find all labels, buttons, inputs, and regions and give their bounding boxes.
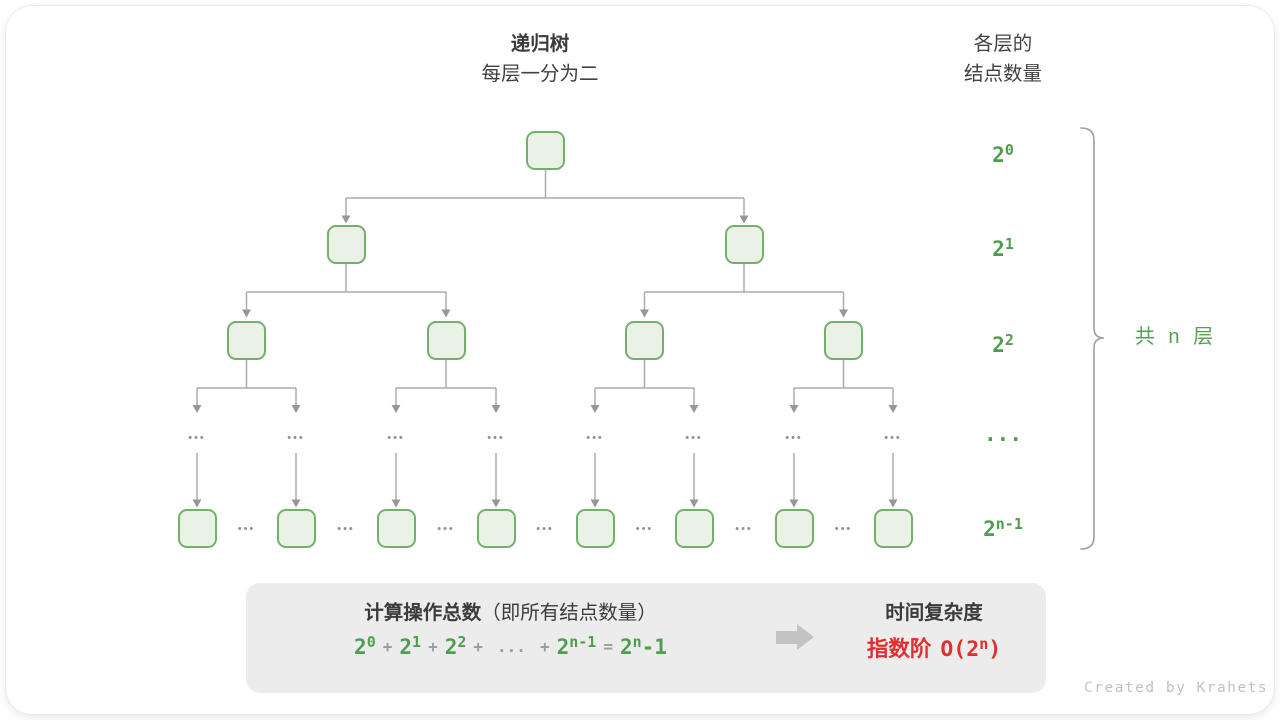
plus-operator: + [539, 637, 550, 657]
tree-node-l2-1 [426, 321, 466, 360]
level-count-label-0: 20 [992, 141, 1014, 168]
ellipsis-dots: ••• [884, 432, 902, 444]
operation-count-title-main: 计算操作总数 [364, 602, 482, 624]
operation-count-block: 计算操作总数（即所有结点数量） 20 +21 +22 +... +2n-1 = 2n-1 [258, 596, 763, 659]
ellipsis-dots: ••• [387, 432, 405, 444]
formula-result: 2n-1 [619, 633, 667, 660]
plus-operator: + [428, 637, 438, 657]
diagram-card: 递归树 每层一分为二 各层的 结点数量 ••• ••• ••• [6, 6, 1274, 714]
tree-node-l1-1 [724, 225, 764, 264]
summary-box: 计算操作总数（即所有结点数量） 20 +21 +22 +... +2n-1 = 2n-1 时… [246, 583, 1046, 693]
levels-brace [1080, 127, 1105, 550]
level-count-label-4: 2n-1 [983, 515, 1023, 542]
total-levels-label: 共 n 层 [1134, 326, 1218, 348]
time-complexity-title: 时间复杂度 [885, 602, 983, 624]
tree-node-l4-1 [276, 509, 316, 548]
ellipsis-dots: ••• [437, 523, 455, 535]
operation-count-title-note: （即所有结点数量） [481, 602, 657, 624]
tree-node-l4-5 [674, 509, 714, 548]
level-count-label-1: 21 [992, 235, 1014, 262]
formula-term-0: 20 [354, 633, 376, 660]
plus-operator: + [473, 637, 484, 657]
levels-header: 各层的 结点数量 [923, 29, 1083, 89]
operation-count-title: 计算操作总数（即所有结点数量） [258, 596, 763, 625]
level-count-label-2: 22 [992, 331, 1014, 358]
ellipsis-dots: ••• [586, 432, 604, 444]
right-arrow-icon [776, 631, 797, 644]
connector-lines [196, 169, 894, 500]
big-o-notation: O(2n) [940, 634, 1002, 662]
tree-node-root [526, 131, 565, 170]
right-arrow-icon-head [797, 624, 814, 650]
time-complexity-block: 时间复杂度 指数阶 O(2n) [854, 596, 1014, 663]
tree-node-l4-3 [476, 509, 516, 548]
tree-header: 递归树 每层一分为二 [410, 29, 670, 89]
tree-node-l2-0 [227, 321, 266, 360]
ellipsis-dots: ••• [635, 523, 654, 535]
operation-sum-formula: 20 +21 +22 +... +2n-1 = 2n-1 [258, 633, 763, 659]
ellipsis-dots: ••• [287, 432, 305, 444]
tree-node-l4-0 [177, 509, 217, 548]
ellipsis-dots: ••• [536, 523, 554, 535]
formula-term-3: 2n-1 [556, 633, 597, 660]
connector-arrowheads [192, 215, 898, 508]
ellipsis-dots: ••• [685, 432, 703, 444]
levels-header-line2: 结点数量 [963, 63, 1042, 85]
formula-term-1: 21 [399, 633, 422, 660]
level-count-label-3: ... [984, 422, 1022, 446]
plus-operator: + [382, 637, 393, 657]
tree-node-l4-4 [575, 509, 615, 548]
ellipsis-dots: ••• [735, 523, 753, 535]
watermark: Created by Krahets [1084, 680, 1269, 696]
equals-operator: = [603, 637, 613, 657]
ellipsis-dots: ••• [487, 432, 505, 444]
formula-ellipsis: ... [497, 637, 526, 657]
tree-node-l2-3 [824, 321, 863, 360]
ellipsis-dots: ••• [237, 523, 256, 535]
tree-subtitle: 每层一分为二 [481, 63, 599, 85]
complexity-order-label: 指数阶 [866, 637, 932, 661]
tree-title: 递归树 [510, 33, 570, 55]
levels-header-line1: 各层的 [973, 33, 1033, 55]
tree-node-l4-6 [774, 509, 814, 548]
ellipsis-dots: ••• [785, 432, 803, 444]
formula-term-2: 22 [444, 633, 467, 660]
ellipsis-dots: ••• [188, 432, 206, 444]
tree-node-l1-0 [326, 225, 366, 264]
tree-node-l4-7 [873, 509, 913, 548]
ellipsis-dots: ••• [834, 523, 853, 535]
ellipsis-dots: ••• [337, 523, 355, 535]
tree-node-l2-2 [625, 321, 664, 360]
complexity-value: 指数阶 O(2n) [854, 632, 1014, 663]
tree-node-l4-2 [376, 509, 416, 548]
